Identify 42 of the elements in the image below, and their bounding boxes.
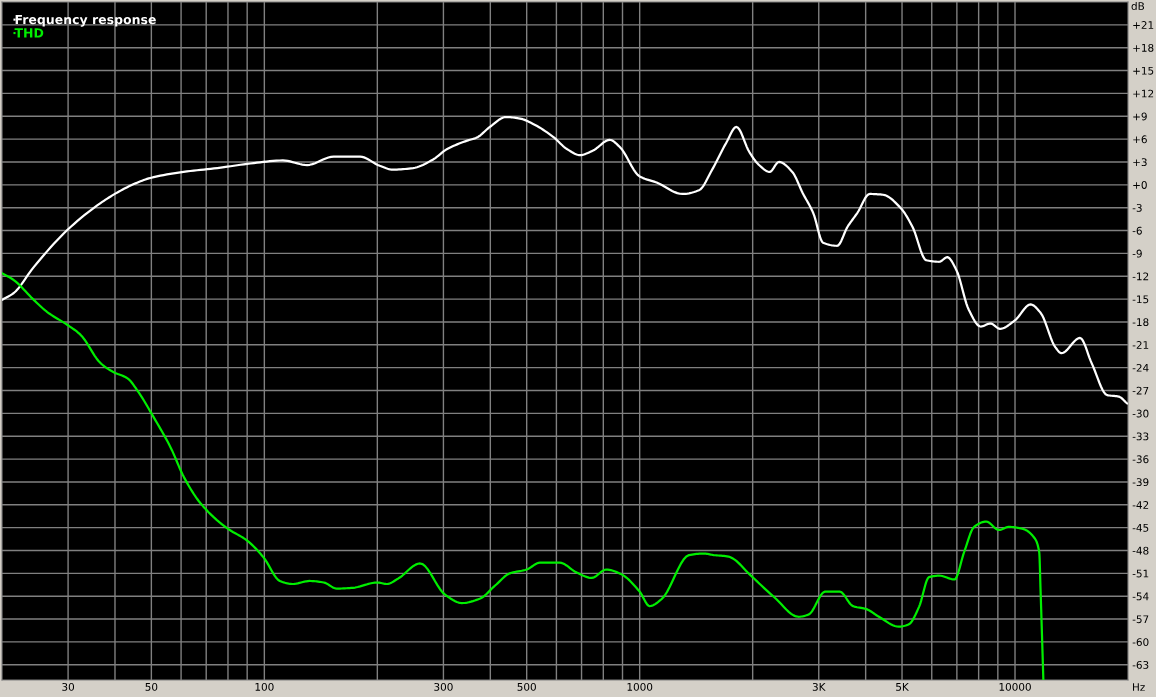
y-axis-title: dB	[1131, 1, 1145, 11]
x-tick-label: 1000	[627, 682, 653, 691]
y-tick-label: -39	[1132, 478, 1149, 487]
y-tick-label: +0	[1133, 181, 1147, 189]
x-tick-label: 3K	[812, 682, 826, 691]
y-tick-label: -9	[1132, 249, 1142, 258]
y-tick-label: -33	[1132, 432, 1149, 441]
legend-label: THD	[14, 28, 44, 38]
legend-label: Frequency response	[15, 14, 156, 27]
x-tick-label: 5K	[896, 683, 909, 691]
y-tick-label: -3	[1132, 203, 1142, 212]
y-tick-label: -57	[1132, 615, 1149, 624]
y-tick-label: -18	[1132, 318, 1149, 327]
y-tick-label: +6	[1133, 135, 1147, 144]
y-tick-label: -45	[1132, 524, 1149, 532]
y-tick-label: -12	[1132, 272, 1149, 281]
y-tick-label: +21	[1133, 21, 1154, 29]
y-tick-label: -15	[1132, 295, 1149, 304]
y-tick-label: -27	[1132, 386, 1149, 395]
y-tick-label: -24	[1132, 363, 1149, 372]
y-tick-label: -60	[1132, 638, 1149, 647]
x-axis-title: Hz	[1133, 683, 1145, 691]
y-tick-label: -54	[1132, 592, 1149, 601]
x-tick-label: 30	[62, 682, 75, 691]
y-tick-label: -42	[1132, 501, 1149, 509]
x-tick-label: 10000	[999, 682, 1031, 691]
y-tick-label: +15	[1133, 66, 1154, 75]
y-tick-label: +18	[1133, 43, 1154, 52]
y-tick-label: -63	[1132, 660, 1149, 669]
y-tick-label: +9	[1133, 112, 1147, 121]
y-tick-label: -51	[1132, 569, 1149, 578]
y-tick-label: -6	[1132, 226, 1142, 235]
y-tick-label: -30	[1132, 409, 1149, 418]
y-tick-label: +3	[1133, 158, 1147, 167]
y-tick-label: -48	[1132, 546, 1149, 555]
x-tick-label: 100	[255, 682, 274, 691]
x-tick-label: 300	[434, 682, 453, 691]
x-tick-label: 500	[517, 682, 536, 691]
y-tick-label: -36	[1132, 455, 1149, 464]
y-tick-label: -21	[1132, 341, 1149, 349]
x-tick-label: 50	[145, 682, 158, 691]
y-tick-label: +12	[1133, 89, 1154, 98]
